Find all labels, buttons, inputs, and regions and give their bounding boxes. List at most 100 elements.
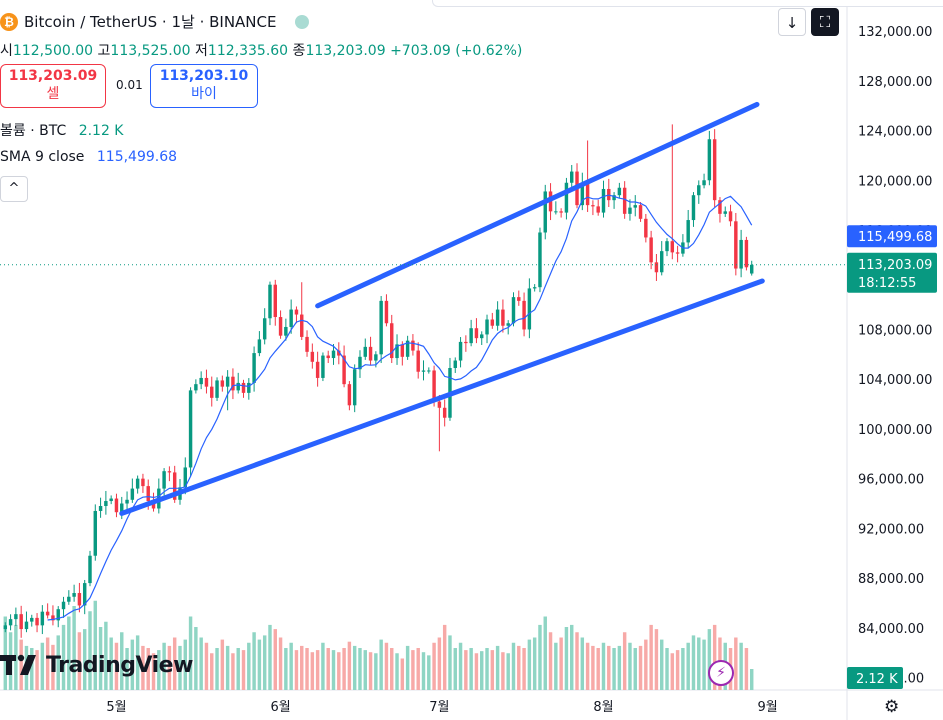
volume-bar	[390, 648, 394, 690]
volume-bar	[712, 624, 717, 690]
candle-body	[390, 323, 394, 359]
volume-bar	[654, 629, 659, 690]
volume-bar	[289, 642, 293, 690]
volume-bar	[607, 645, 611, 690]
volume-bar	[284, 648, 288, 690]
candle-body	[241, 382, 246, 393]
volume-bar	[35, 650, 39, 690]
y-tick-label: 132,000.00	[858, 25, 932, 40]
close-label: 종	[292, 43, 306, 59]
low-label: 저	[195, 43, 208, 59]
candle-body	[506, 323, 510, 326]
volume-bar	[215, 648, 219, 690]
candle-body	[749, 264, 754, 274]
candle-body	[51, 615, 55, 621]
candle-body	[612, 195, 616, 201]
x-tick-label: 7월	[429, 700, 449, 715]
volume-bar	[104, 621, 108, 690]
download-button[interactable]: ↓	[778, 8, 806, 36]
candle-body	[231, 376, 235, 391]
volume-bar	[56, 635, 60, 690]
volume-bar	[257, 639, 262, 690]
volume-bar	[252, 632, 256, 690]
change-value: +703.09 (+0.62%)	[390, 43, 523, 59]
channel-lower-line[interactable]	[119, 278, 765, 516]
bolt-icon[interactable]: ⚡	[708, 660, 734, 686]
volume-bar	[3, 616, 8, 690]
candle-body	[30, 617, 34, 622]
candle-body	[501, 309, 505, 326]
x-tick-label: 5월	[106, 700, 126, 715]
y-tick-label: 108,000.00	[858, 323, 932, 338]
volume-bar	[665, 648, 669, 690]
sell-price: 113,203.09	[8, 68, 98, 84]
candle-body	[61, 601, 66, 610]
volume-bar	[61, 624, 66, 690]
sell-button[interactable]: 113,203.09 셀	[0, 64, 106, 108]
candle-body	[395, 344, 399, 359]
volume-bar	[67, 616, 71, 690]
sma-price-badge	[847, 225, 937, 248]
volume-bar	[437, 637, 442, 690]
candle-body	[77, 593, 82, 606]
candle-body	[622, 187, 627, 214]
candle-body	[458, 341, 463, 361]
symbol-title[interactable]: Bitcoin / TetherUS · 1날 · BINANCE	[24, 13, 277, 31]
volume-bar	[543, 616, 547, 690]
candle-body	[633, 205, 637, 208]
settings-gear-icon[interactable]: ⚙	[884, 697, 900, 717]
candle-body	[125, 499, 129, 504]
candle-body	[522, 300, 526, 330]
market-status-icon[interactable]	[295, 15, 310, 29]
x-tick-label: 9월	[757, 700, 777, 715]
volume-bar	[681, 648, 685, 690]
candle-body	[14, 614, 18, 620]
candle-body	[363, 346, 367, 357]
candle-body	[580, 182, 585, 206]
candle-body	[215, 380, 219, 398]
candle-body	[723, 211, 727, 214]
volume-legend[interactable]: 볼륨 · BTC 2.12 K	[0, 120, 124, 140]
tradingview-logo[interactable]: TradingView	[0, 650, 193, 680]
candle-body	[495, 309, 500, 326]
candle-body	[543, 191, 547, 233]
volume-badge-text: 2.12 K	[856, 672, 898, 687]
volume-bar	[98, 627, 103, 690]
candle-body	[734, 221, 738, 269]
volume-bar	[358, 648, 362, 690]
buy-button[interactable]: 113,203.10 바이	[150, 64, 258, 108]
fullscreen-button[interactable]: ⛶	[811, 8, 839, 36]
collapse-legend-button[interactable]: ^	[0, 176, 28, 202]
candle-body	[93, 510, 98, 556]
candle-body	[120, 503, 124, 513]
y-tick-label: 104,000.00	[858, 373, 932, 388]
download-icon: ↓	[785, 14, 799, 32]
candle-body	[130, 488, 135, 500]
candle-body	[617, 187, 622, 196]
volume-bar	[633, 648, 637, 690]
volume-bar	[548, 632, 553, 690]
candle-body	[262, 318, 267, 340]
candle-body	[538, 232, 542, 288]
y-tick-label: 88,000.00	[858, 572, 924, 587]
volume-bar	[146, 648, 150, 690]
volume-bar	[368, 652, 373, 690]
volume-bar	[749, 669, 754, 690]
channel-upper-line[interactable]	[315, 101, 760, 309]
volume-bar	[464, 650, 468, 690]
volume-bar	[337, 652, 341, 690]
volume-bar	[506, 653, 510, 690]
volume-bar	[442, 624, 447, 690]
volume-bar	[453, 648, 457, 690]
candle-body	[220, 380, 225, 387]
volume-bar	[734, 637, 738, 690]
candle-body	[273, 284, 277, 318]
candle-body	[236, 382, 240, 391]
sma-legend[interactable]: SMA 9 close 115,499.68	[0, 149, 177, 165]
x-tick-label: 8월	[593, 700, 613, 715]
candle-body	[570, 171, 574, 183]
low-value: 112,335.60	[207, 43, 289, 59]
sma-line	[47, 194, 753, 621]
y-tick-label: 124,000.00	[858, 125, 932, 140]
